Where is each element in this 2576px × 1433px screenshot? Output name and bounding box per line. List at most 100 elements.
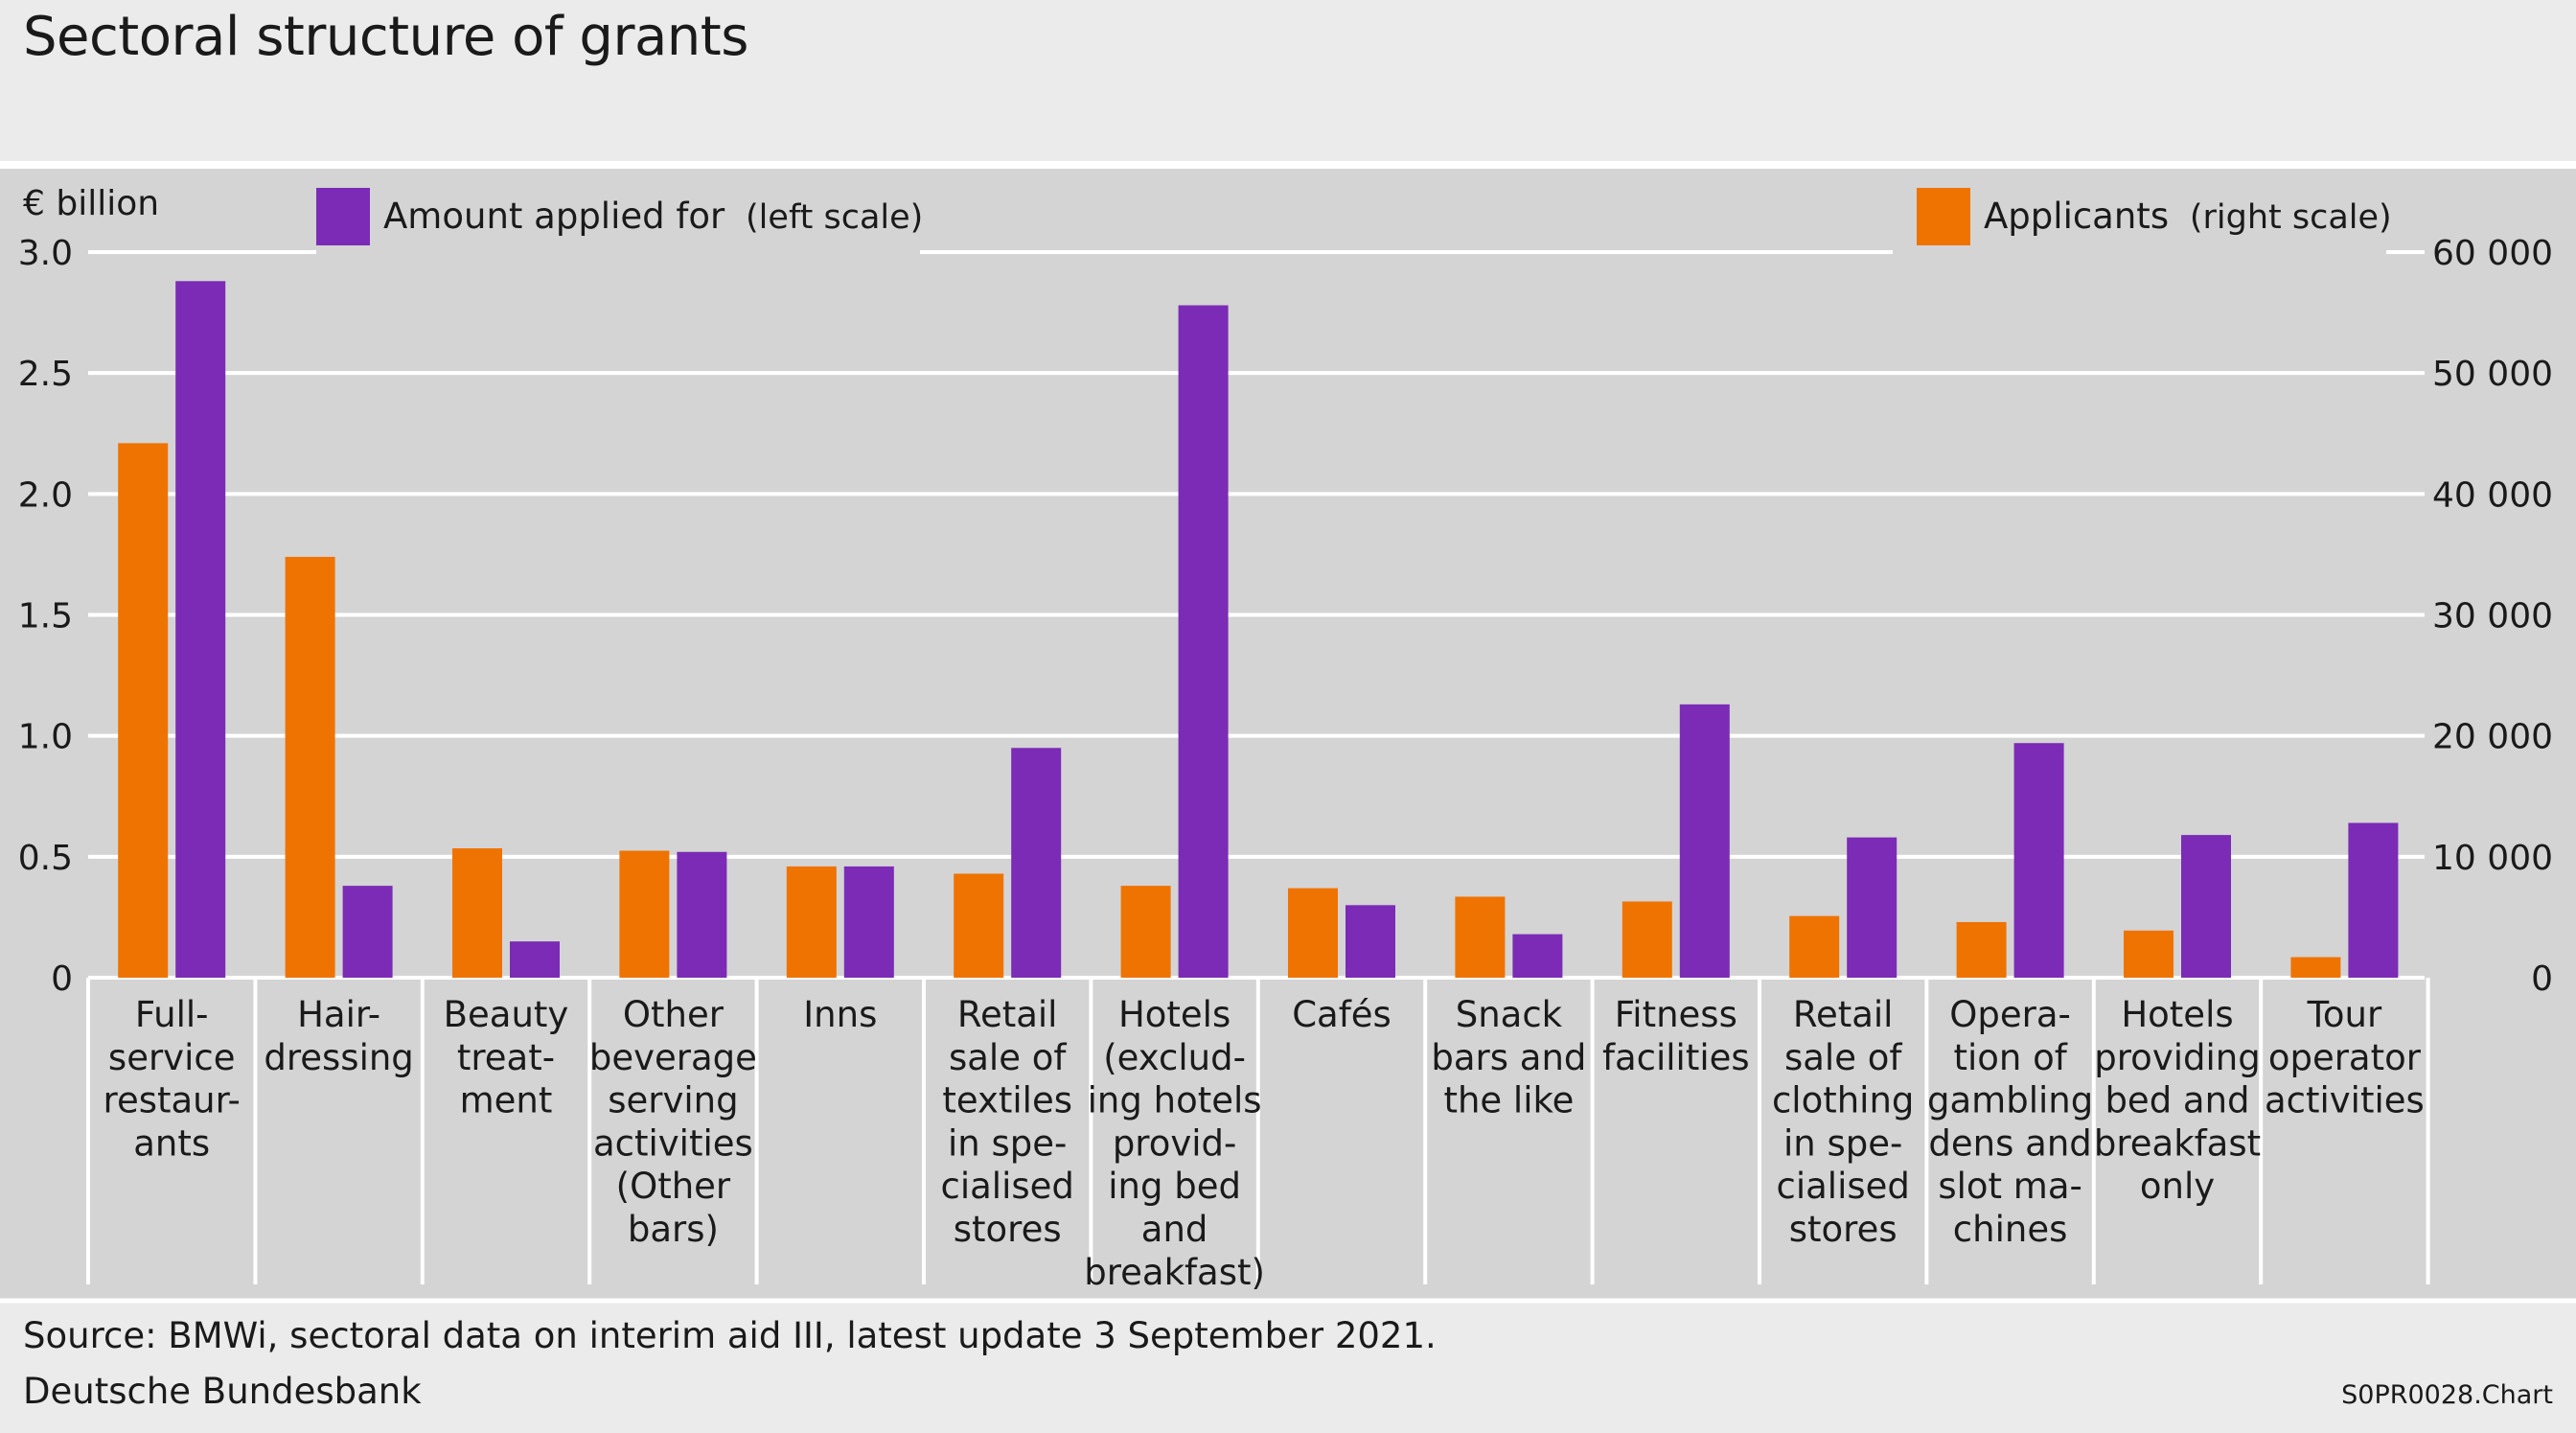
bar-amount [1679,704,1730,978]
category-label-line: Tour [2307,994,2382,1035]
publisher-name: Deutsche Bundesbank [23,1371,422,1412]
bar-amount [1178,305,1229,979]
bar-applicants [619,850,670,978]
bar-amount [1847,837,1898,978]
bars [118,281,2399,979]
bar-amount [175,281,226,978]
category-label-line: in spe- [1783,1122,1902,1164]
bar-applicants [786,866,837,978]
bar-applicants [1455,896,1506,978]
category-label-line: the like [1443,1080,1574,1121]
bar-amount [677,851,727,978]
svg-text:Amount applied for (left: Amount applied for (left scale) [383,196,923,237]
category-label: Beauty treat-ment [444,994,569,1121]
category-label-line: Other [623,994,724,1035]
category-label-line: bars and [1431,1037,1586,1078]
category-label-line: ing hotels [1088,1080,1262,1121]
legend-amount: Amount applied for (left scale) [316,188,923,245]
bar-applicants [1120,886,1171,978]
bar-amount [1346,905,1395,978]
bar-applicants [1789,915,1840,978]
category-label-line: and [1141,1209,1208,1250]
left-axis-ticks: 0 0.5 1.0 1.5 2.0 2.5 3.0 [18,234,73,999]
bar-applicants [285,556,335,978]
category-label: Other beverage serving activities (Other bars… [589,994,757,1250]
category-label-line: restaur- [104,1080,241,1121]
category-label-line: tion of [1953,1037,2067,1078]
legend-label-applicants: Applicants [1984,196,2169,237]
category-label-line: Full- [135,994,209,1035]
bar-amount [1011,748,1062,978]
right-tick-label: 60 000 [2432,234,2553,273]
category-label-line: treat- [457,1037,555,1078]
category-label-line: bars) [628,1209,719,1250]
left-tick-label: 3.0 [18,234,73,273]
category-label-line: sale of [949,1037,1067,1078]
category-label-line: cialised [1777,1166,1910,1207]
category-label-line: sale of [1784,1037,1902,1078]
category-label: Hotels (exclud-ing hotels provid-ing bed an… [1084,994,1265,1293]
bar-applicants [118,443,169,978]
category-label-line: textiles [942,1080,1072,1121]
right-tick-label: 30 000 [2432,597,2553,636]
bar-amount [342,886,393,978]
category-label-line: activities [2265,1080,2425,1121]
category-label-line: stores [1789,1209,1898,1250]
legend-swatch-amount [316,188,370,245]
category-label-line: breakfast [2094,1122,2261,1164]
category-label: Snack bars and the like [1431,994,1586,1121]
category-label: Full-service restaur-ants [104,994,241,1164]
category-label-line: slot ma- [1938,1166,2082,1207]
svg-text:Applicants (right scale): Applicants (right scale) [1984,196,2392,237]
chart-code: S0PR0028.Chart [2341,1380,2553,1410]
category-label: Retail sale of clothing in spe-cialised stor… [1772,994,1914,1250]
category-label: Inns [803,994,877,1035]
bar-amount [2181,835,2231,978]
bar-amount [2348,822,2399,978]
category-label-line: facilities [1602,1037,1750,1078]
category-label: Cafés [1292,994,1392,1035]
category-label-line: clothing [1772,1080,1914,1121]
category-label-line: Snack [1456,994,1563,1035]
category-label-line: Inns [803,994,877,1035]
category-label-line: provid- [1113,1122,1237,1164]
bar-applicants [954,873,1004,978]
chart: € billion 0 0.5 1.0 1.5 2.0 2.5 3.0 0 10 000 20 … [0,161,2576,1304]
left-tick-label: 1.5 [18,597,73,636]
category-labels: Full-service restaur-ants Hair-dressing Bea… [104,994,2425,1293]
category-label-line: serving [608,1080,738,1121]
category-label: Retail sale of textiles in spe-cialised stor… [941,994,1074,1250]
bar-applicants [452,848,502,978]
category-label-line: Retail [957,994,1058,1035]
category-label-line: Hotels [1118,994,1230,1035]
category-label-line: chines [1953,1209,2068,1250]
left-tick-label: 1.0 [18,718,73,757]
bar-amount [510,941,560,978]
category-label: Hair-dressing [264,994,413,1078]
category-label-line: Retail [1793,994,1894,1035]
right-tick-label: 20 000 [2432,718,2553,757]
chart-title: Sectoral structure of grants [23,6,748,68]
left-tick-label: 2.0 [18,475,73,515]
category-label-line: ment [460,1080,553,1121]
category-label-line: providing [2094,1037,2260,1078]
category-label-line: Opera- [1949,994,2071,1035]
category-label-line: (exclud- [1103,1037,1246,1078]
category-label-line: Hair- [297,994,380,1035]
legend-note-applicants: (right scale) [2190,198,2392,237]
category-label-line: dens and [1928,1122,2091,1164]
category-label-line: activities [593,1122,753,1164]
category-label: Fitness facilities [1602,994,1750,1078]
category-label-line: breakfast) [1084,1252,1265,1293]
right-tick-label: 0 [2531,959,2553,999]
bar-amount [843,866,894,978]
category-label: Opera-tion of gambling dens and slot ma-chi… [1927,994,2093,1250]
right-axis-ticks: 0 10 000 20 000 30 000 40 000 50 000 60 000 [2432,234,2553,999]
category-label-line: gambling [1927,1080,2093,1121]
category-label-line: ants [133,1122,210,1164]
category-label-line: dressing [264,1037,413,1078]
bar-amount [1512,934,1563,978]
category-label-line: service [108,1037,236,1078]
bar-applicants [1622,901,1672,978]
category-label-line: beverage [589,1037,757,1078]
